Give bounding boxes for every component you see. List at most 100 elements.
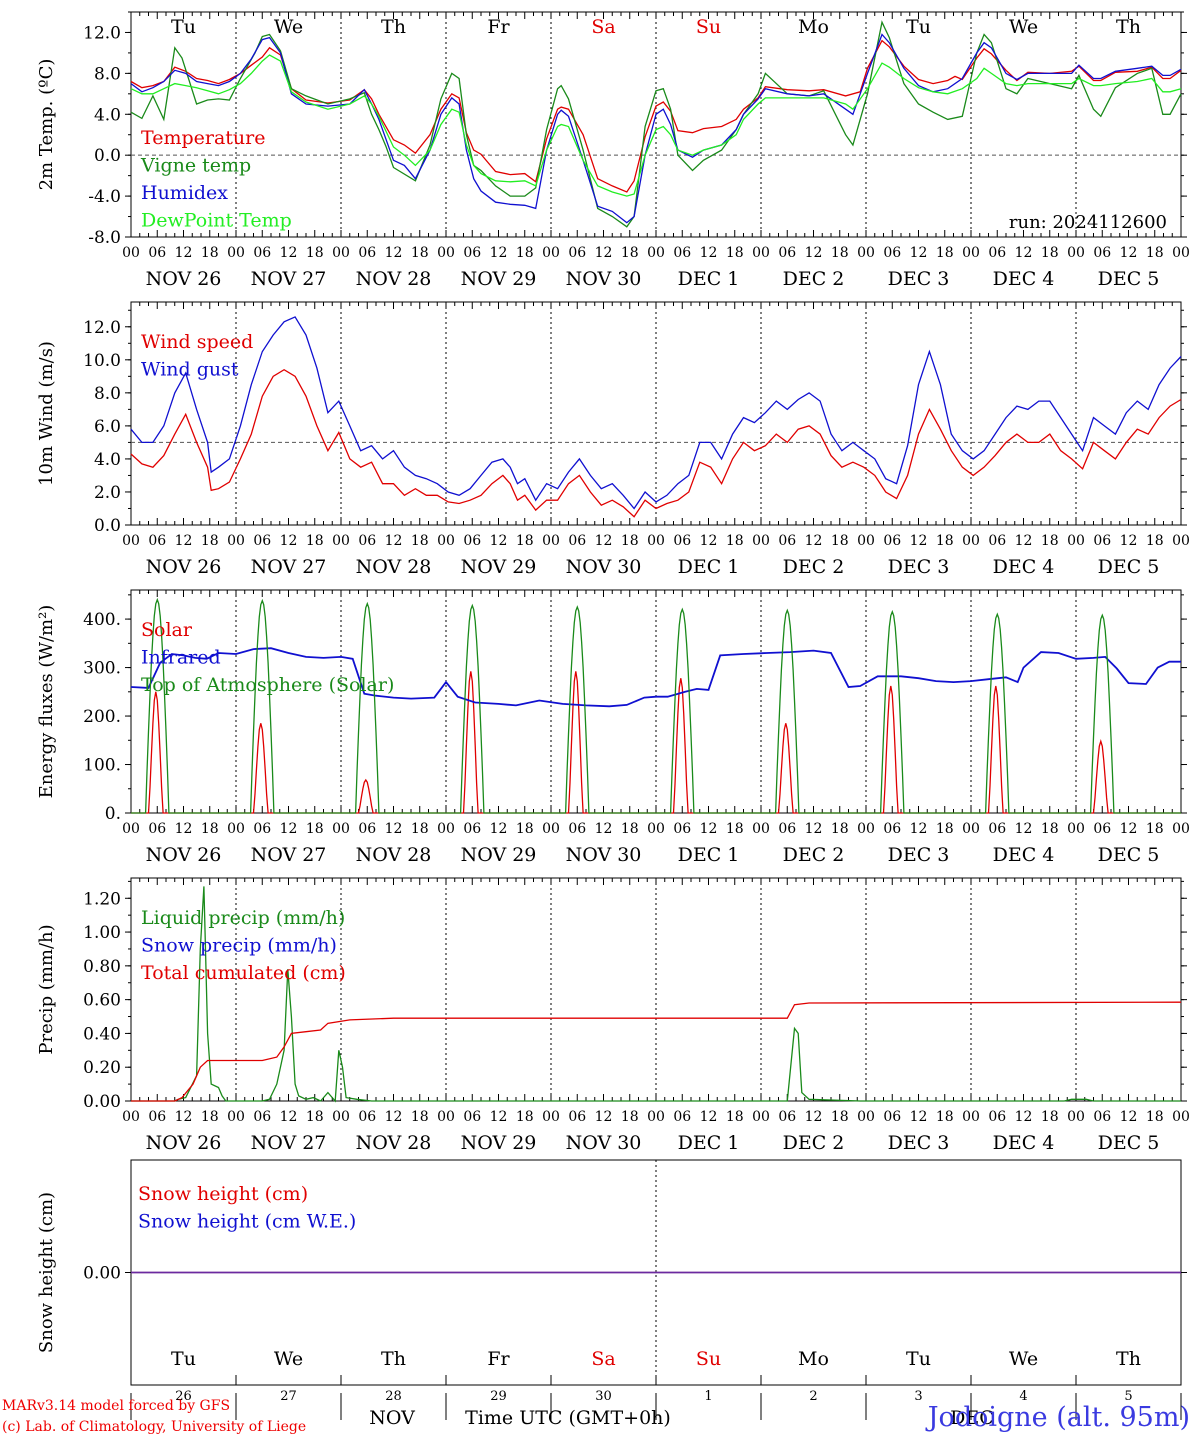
hour-tick-label: 06 (253, 533, 271, 549)
series-line (130, 316, 1182, 510)
series-group (130, 20, 1182, 228)
weekday-label: Tu (171, 1348, 196, 1370)
hour-tick-label: 06 (253, 1109, 271, 1125)
y-tick-label: 12.0 (83, 318, 121, 338)
y-axis-label: 10m Wind (m/s) (36, 341, 57, 486)
y-axis-label: 2m Temp. (ºC) (36, 59, 57, 191)
hour-tick-label: 06 (463, 245, 481, 261)
hour-tick-label: 18 (516, 821, 534, 837)
date-label: NOV 27 (251, 556, 327, 578)
date-label: NOV 26 (146, 556, 222, 578)
weekday-label: We (1009, 1348, 1038, 1370)
hour-tick-label: 12 (805, 533, 823, 549)
legend-entry: Total cumulated (cm) (141, 962, 346, 984)
hour-tick-label: 00 (962, 533, 980, 549)
hour-tick-label: 00 (227, 245, 245, 261)
date-label: DEC 5 (1098, 1132, 1160, 1154)
hour-tick-label: 12 (700, 245, 718, 261)
weekday-label: Fr (487, 16, 510, 38)
date-label: NOV 27 (251, 268, 327, 290)
hour-tick-label: 12 (385, 245, 403, 261)
y-tick-label: 0.00 (83, 1092, 121, 1112)
date-label: DEC 1 (678, 268, 740, 290)
hour-tick-label: 06 (988, 1109, 1006, 1125)
y-tick-label: 200. (83, 707, 121, 727)
hour-tick-label: 18 (621, 1109, 639, 1125)
hour-tick-label: 00 (542, 1109, 560, 1125)
hour-tick-label: 00 (752, 1109, 770, 1125)
date-label: NOV 28 (356, 556, 432, 578)
day-number-label: 30 (595, 1389, 612, 1404)
hour-tick-label: 00 (962, 821, 980, 837)
hour-tick-label: 00 (647, 245, 665, 261)
weekday-label: Tu (171, 16, 196, 38)
hour-tick-label: 06 (148, 1109, 166, 1125)
date-label: DEC 4 (993, 1132, 1055, 1154)
hour-tick-label: 00 (437, 533, 455, 549)
hour-tick-label: 06 (358, 245, 376, 261)
hour-tick-label: 12 (490, 245, 508, 261)
y-tick-label: -4.0 (88, 187, 121, 207)
hour-tick-label: 00 (752, 533, 770, 549)
hour-tick-label: 12 (595, 821, 613, 837)
series-group (131, 886, 1182, 1103)
legend-entry: Snow precip (mm/h) (141, 935, 337, 957)
hour-tick-label: 12 (1120, 1109, 1138, 1125)
hour-tick-label: 00 (122, 1109, 140, 1125)
hour-tick-label: 06 (778, 245, 796, 261)
hour-tick-label: 12 (700, 1109, 718, 1125)
date-label: NOV 29 (461, 268, 537, 290)
hour-tick-label: 18 (516, 245, 534, 261)
hour-tick-label: 06 (988, 821, 1006, 837)
station-label: Jodoigne (alt. 95m) (925, 1402, 1190, 1433)
hour-tick-label: 18 (831, 1109, 849, 1125)
series-line (131, 597, 1181, 814)
hour-tick-label: 18 (306, 533, 324, 549)
hour-tick-label: 18 (411, 245, 429, 261)
hour-tick-label: 18 (201, 1109, 219, 1125)
panel-temp: 12.0 8.0 4.0 0.0 -4.0 -8.0 2m Temp. (ºC) Tu We Th… (36, 11, 1190, 290)
legend-entry: Vigne temp (140, 155, 251, 177)
hour-tick-label: 00 (542, 245, 560, 261)
y-tick-label: 300. (83, 659, 121, 679)
hour-tick-label: 18 (1041, 821, 1059, 837)
hour-tick-label: 12 (805, 821, 823, 837)
hour-tick-label: 12 (280, 245, 298, 261)
hour-tick-label: 12 (910, 245, 928, 261)
footer-model-credit: MARv3.14 model forced by GFS (2, 1398, 231, 1414)
hour-tick-label: 18 (726, 245, 744, 261)
y-tick-label: 8.0 (94, 64, 121, 84)
date-label: DEC 4 (993, 844, 1055, 866)
hour-tick-label: 12 (1015, 245, 1033, 261)
hour-tick-label: 00 (332, 245, 350, 261)
hour-tick-label: 00 (1172, 821, 1190, 837)
hour-tick-label: 06 (1093, 1109, 1111, 1125)
hour-tick-label: 00 (1067, 533, 1085, 549)
hour-tick-label: 12 (280, 821, 298, 837)
hour-tick-label: 18 (516, 1109, 534, 1125)
hour-tick-label: 00 (647, 1109, 665, 1125)
hour-tick-label: 06 (148, 821, 166, 837)
hour-tick-label: 06 (988, 245, 1006, 261)
hour-tick-label: 12 (595, 533, 613, 549)
y-tick-label: 0.0 (94, 516, 121, 536)
hour-tick-label: 06 (463, 821, 481, 837)
hour-tick-label: 18 (411, 533, 429, 549)
date-label: NOV 26 (146, 844, 222, 866)
hour-tick-label: 18 (831, 533, 849, 549)
hour-tick-label: 00 (752, 245, 770, 261)
y-axis-label: Precip (mm/h) (36, 924, 57, 1054)
date-label: NOV 29 (461, 844, 537, 866)
weekday-label: We (274, 1348, 303, 1370)
hour-tick-label: 18 (1146, 533, 1164, 549)
hour-tick-label: 06 (1093, 245, 1111, 261)
hour-tick-label: 12 (280, 533, 298, 549)
hour-tick-label: 12 (490, 821, 508, 837)
hour-tick-label: 00 (857, 533, 875, 549)
hour-tick-label: 12 (385, 1109, 403, 1125)
legend-entry: Wind gust (141, 359, 239, 381)
hour-tick-label: 00 (962, 245, 980, 261)
series-line (130, 20, 1182, 228)
panel-snow: 0.00 Snow height (cm) Snow height (cm) Snow… (36, 1159, 1187, 1420)
hour-tick-label: 00 (437, 1109, 455, 1125)
